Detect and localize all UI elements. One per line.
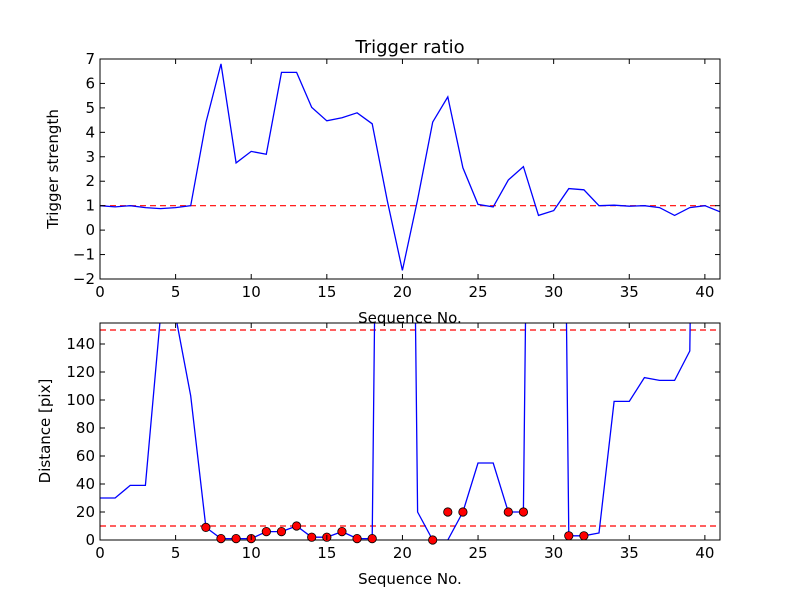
y-axis-label: Trigger strength	[44, 109, 62, 230]
data-point-marker	[276, 526, 287, 537]
data-point-marker	[518, 507, 529, 517]
data-point-marker	[367, 533, 377, 544]
x-tick-label: 20	[393, 283, 412, 301]
y-tick-label: 1	[85, 197, 95, 215]
y-tick-label: 120	[66, 363, 95, 381]
y-tick-label: 6	[85, 74, 95, 92]
x-tick-label: 30	[544, 544, 563, 562]
data-point-marker	[201, 522, 211, 533]
x-tick-label: 0	[95, 283, 105, 301]
y-tick-label: 0	[85, 531, 95, 549]
y-tick-label: −2	[73, 270, 95, 288]
x-axis-label: Sequence No.	[358, 309, 462, 327]
y-tick-label: 5	[85, 99, 95, 117]
plot-area	[100, 63, 720, 271]
x-tick-label: 20	[393, 544, 412, 562]
x-tick-label: 40	[695, 544, 714, 562]
data-point-marker	[337, 526, 347, 537]
x-tick-label: 40	[695, 283, 714, 301]
plot-frame	[99, 58, 721, 280]
data-point-marker	[352, 533, 362, 544]
x-tick-label: 25	[469, 283, 488, 301]
data-point-marker	[458, 507, 468, 517]
y-tick-label: 2	[85, 172, 95, 190]
x-axis-label: Sequence No.	[358, 570, 462, 588]
x-tick-label: 0	[95, 544, 105, 562]
x-tick-label: 35	[620, 544, 639, 562]
x-tick-label: 10	[242, 283, 261, 301]
distance-plot: Sequence No. Distance [pix] 0 5 10 15 20 25 30…	[36, 322, 721, 588]
y-tick-label: 60	[76, 447, 95, 465]
x-tick-label: 10	[242, 544, 261, 562]
y-tick-label: 0	[85, 221, 95, 239]
x-tick-label: 15	[317, 283, 336, 301]
trigger-ratio-plot: Trigger ratio Sequence No. Trigger stren…	[44, 37, 721, 327]
y-tick-label: −1	[73, 246, 95, 264]
plot-area	[100, 323, 720, 540]
data-point-marker	[579, 531, 589, 541]
data-point-marker	[564, 531, 574, 541]
plot-frame	[99, 322, 721, 541]
x-tick-label: 25	[469, 544, 488, 562]
data-point-marker	[216, 533, 226, 544]
y-tick-label: 80	[76, 419, 95, 437]
data-point-marker	[291, 521, 302, 531]
y-axis-label: Distance [pix]	[36, 379, 54, 484]
x-tick-label: 35	[620, 283, 639, 301]
data-point-marker	[307, 532, 317, 542]
y-tick-label: 100	[66, 391, 95, 409]
series-line	[100, 323, 691, 540]
data-point-marker	[231, 533, 241, 544]
x-tick-label: 30	[544, 283, 563, 301]
y-tick-label: 3	[85, 148, 95, 166]
data-point-marker	[428, 535, 438, 545]
y-tick-label: 40	[76, 475, 95, 493]
chart-title: Trigger ratio	[354, 37, 464, 58]
data-point-marker	[443, 507, 453, 517]
x-tick-label: 5	[171, 283, 181, 301]
y-tick-label: 20	[76, 503, 95, 521]
y-tick-label: 7	[85, 50, 95, 68]
series-line	[100, 63, 720, 271]
x-tick-label: 15	[317, 544, 336, 562]
data-point-marker	[261, 526, 271, 537]
x-tick-label: 5	[171, 544, 181, 562]
data-point-marker	[503, 507, 513, 517]
y-tick-label: 140	[66, 335, 95, 353]
y-tick-label: 4	[85, 123, 95, 141]
